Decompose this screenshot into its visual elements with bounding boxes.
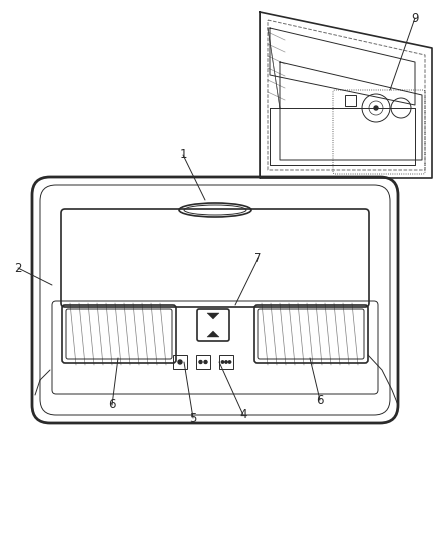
Text: 9: 9: [411, 12, 419, 25]
Circle shape: [221, 361, 224, 363]
Polygon shape: [207, 313, 219, 319]
Circle shape: [228, 361, 231, 363]
Circle shape: [178, 360, 182, 364]
Circle shape: [204, 360, 207, 364]
Text: 6: 6: [316, 393, 324, 407]
Circle shape: [199, 360, 202, 364]
Text: 1: 1: [179, 149, 187, 161]
Circle shape: [374, 106, 378, 110]
Text: 7: 7: [254, 252, 262, 264]
Text: 5: 5: [189, 411, 197, 424]
Text: 2: 2: [14, 262, 22, 274]
Polygon shape: [207, 331, 219, 337]
Text: 4: 4: [239, 408, 247, 422]
Circle shape: [225, 361, 227, 363]
Text: 6: 6: [108, 399, 116, 411]
